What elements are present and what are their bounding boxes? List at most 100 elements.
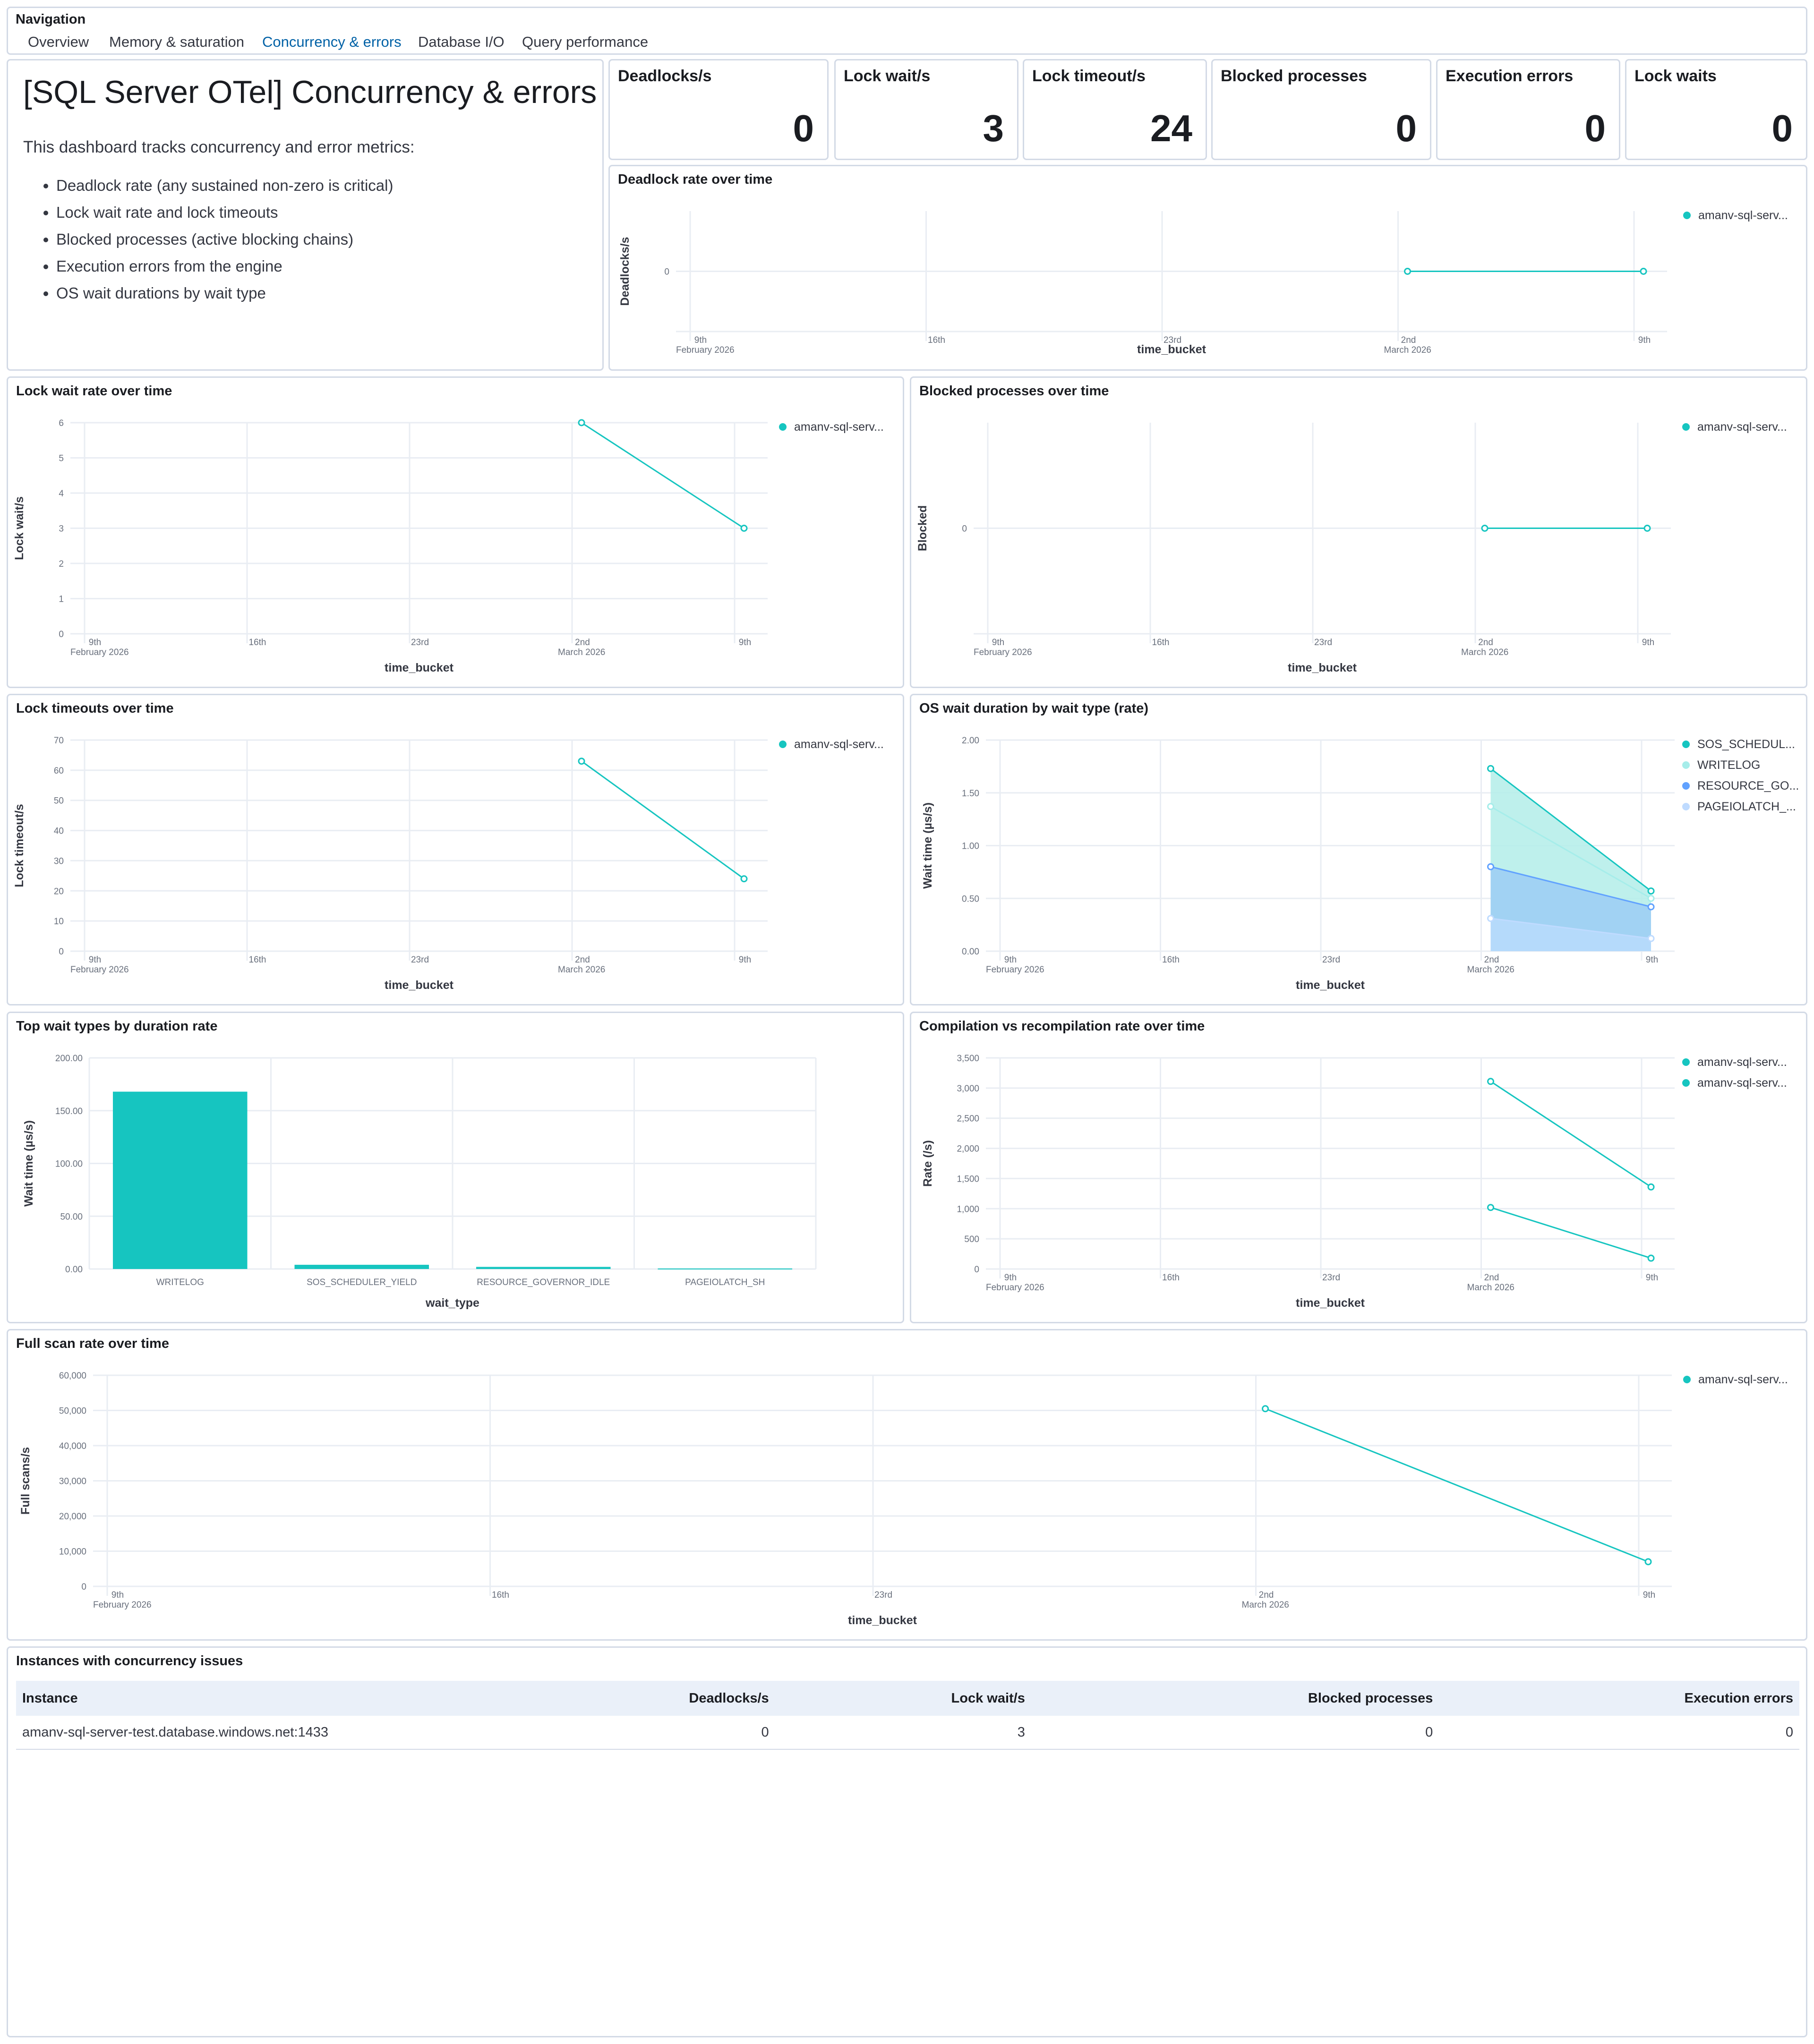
legend-label[interactable]: amanv-sql-serv... — [1697, 1056, 1787, 1069]
data-point[interactable] — [1487, 803, 1494, 810]
legend-label[interactable]: amanv-sql-serv... — [794, 738, 884, 751]
legend-swatch — [1682, 782, 1690, 790]
data-point[interactable] — [740, 875, 748, 883]
data-point[interactable] — [1643, 525, 1651, 532]
data-point[interactable] — [578, 758, 585, 765]
y-tick-label: 20,000 — [59, 1512, 86, 1522]
blocked-processes-chart: Blocked processes over time Blocked time_… — [910, 376, 1807, 688]
column-header-deadlocks[interactable]: Deadlocks/s — [501, 1681, 775, 1716]
data-point[interactable] — [1487, 765, 1494, 772]
bullet-list: Deadlock rate (any sustained non-zero is… — [32, 172, 393, 307]
nav-link-concurrency-errors[interactable]: Concurrency & errors — [262, 34, 402, 50]
chart-title: Full scan rate over time — [16, 1336, 169, 1351]
chart-title: Blocked processes over time — [919, 383, 1109, 399]
x-tick-label: 9th — [739, 955, 751, 965]
series-line[interactable] — [1490, 806, 1651, 899]
chart-svg: Lock wait/stime_bucket01234569thFebruary… — [13, 418, 884, 674]
x-tick-label: 16th — [1152, 638, 1170, 647]
series-line[interactable] — [1490, 1207, 1651, 1259]
column-header-lock-wait[interactable]: Lock wait/s — [775, 1681, 1031, 1716]
x-axis-title: wait_type — [425, 1296, 479, 1310]
legend-label[interactable]: PAGEIOLATCH_... — [1697, 800, 1796, 813]
legend-swatch — [1683, 1376, 1691, 1383]
x-tick-label: 9th — [89, 955, 101, 965]
data-point[interactable] — [1647, 935, 1655, 942]
series-line[interactable] — [1490, 866, 1651, 908]
column-header-blocked[interactable]: Blocked processes — [1031, 1681, 1439, 1716]
y-tick-label: 70 — [54, 736, 64, 746]
metric-lock-timeout: Lock timeout/s 24 — [1023, 59, 1207, 160]
series-line[interactable] — [1490, 768, 1651, 892]
series-line[interactable] — [581, 760, 744, 879]
metric-value: 0 — [1584, 107, 1606, 149]
cell-lock-wait: 3 — [775, 1716, 1031, 1750]
nav-link-database-io[interactable]: Database I/O — [418, 34, 505, 50]
data-point[interactable] — [1647, 1254, 1655, 1262]
y-tick-label: 50,000 — [59, 1406, 86, 1416]
x-tick-label: SOS_SCHEDULER_YIELD — [307, 1278, 417, 1287]
x-tick-sublabel: February 2026 — [676, 345, 735, 355]
x-tick-label: 9th — [739, 638, 751, 647]
data-point[interactable] — [1644, 1558, 1652, 1566]
data-point[interactable] — [1487, 863, 1494, 870]
data-point[interactable] — [1262, 1405, 1269, 1413]
list-item: Execution errors from the engine — [56, 253, 393, 280]
legend-label[interactable]: amanv-sql-serv... — [1697, 1076, 1787, 1090]
bar[interactable] — [112, 1091, 248, 1269]
column-header-instance[interactable]: Instance — [16, 1681, 501, 1716]
y-tick-label: 2,000 — [957, 1144, 979, 1154]
y-tick-label: 50 — [54, 796, 64, 806]
chart-title: Compilation vs recompilation rate over t… — [919, 1019, 1205, 1034]
y-tick-label: 0.00 — [962, 947, 979, 957]
series-line[interactable] — [1490, 1081, 1651, 1188]
chart-title: Lock wait rate over time — [16, 383, 172, 399]
y-tick-label: 0.00 — [65, 1265, 83, 1275]
y-tick-label: 0 — [962, 524, 967, 534]
x-tick-sublabel: February 2026 — [70, 965, 129, 975]
data-point[interactable] — [1647, 894, 1655, 902]
legend-label[interactable]: RESOURCE_GO... — [1697, 779, 1799, 792]
legend-label[interactable]: amanv-sql-serv... — [794, 420, 884, 434]
legend-label[interactable]: amanv-sql-serv... — [1697, 420, 1787, 434]
data-point[interactable] — [740, 525, 748, 532]
x-tick-sublabel: February 2026 — [70, 647, 129, 657]
legend-label[interactable]: amanv-sql-serv... — [1698, 209, 1788, 222]
x-axis-title: time_bucket — [385, 661, 454, 674]
nav-link-query-performance[interactable]: Query performance — [522, 34, 649, 50]
data-point[interactable] — [1640, 268, 1647, 275]
os-wait-duration-chart: OS wait duration by wait type (rate) Wai… — [910, 694, 1807, 1005]
series-line[interactable] — [1265, 1408, 1649, 1563]
legend-label[interactable]: SOS_SCHEDUL... — [1697, 738, 1795, 751]
data-point[interactable] — [1487, 1078, 1494, 1085]
bar[interactable] — [294, 1265, 429, 1269]
metric-blocked-processes: Blocked processes 0 — [1211, 59, 1431, 160]
nav-link-overview[interactable]: Overview — [28, 34, 89, 50]
y-tick-label: 30 — [54, 856, 64, 866]
x-tick-label: 2nd — [1401, 335, 1416, 345]
data-point[interactable] — [1487, 1204, 1494, 1211]
series-line[interactable] — [1490, 918, 1651, 939]
y-axis-title: Wait time (µs/s) — [921, 802, 934, 889]
legend-swatch — [1682, 803, 1690, 810]
data-point[interactable] — [1647, 903, 1655, 911]
x-tick-label: 2nd — [575, 955, 590, 965]
data-point[interactable] — [578, 419, 585, 426]
data-point[interactable] — [1404, 268, 1411, 275]
legend-label[interactable]: amanv-sql-serv... — [1698, 1373, 1788, 1386]
x-tick-sublabel: March 2026 — [1467, 965, 1515, 975]
data-point[interactable] — [1647, 1183, 1655, 1191]
data-point[interactable] — [1647, 887, 1655, 895]
data-point[interactable] — [1487, 915, 1494, 922]
data-point[interactable] — [1481, 525, 1489, 532]
bar[interactable] — [476, 1267, 611, 1269]
markdown-panel: [SQL Server OTel] Concurrency & errors T… — [7, 59, 604, 371]
chart-title: Top wait types by duration rate — [16, 1019, 218, 1034]
series-line[interactable] — [581, 422, 744, 529]
legend-label[interactable]: WRITELOG — [1697, 758, 1760, 772]
column-header-execution-errors[interactable]: Execution errors — [1439, 1681, 1799, 1716]
chart-title: Deadlock rate over time — [618, 172, 773, 187]
nav-link-memory-saturation[interactable]: Memory & saturation — [109, 34, 244, 50]
y-tick-label: 500 — [964, 1235, 979, 1244]
